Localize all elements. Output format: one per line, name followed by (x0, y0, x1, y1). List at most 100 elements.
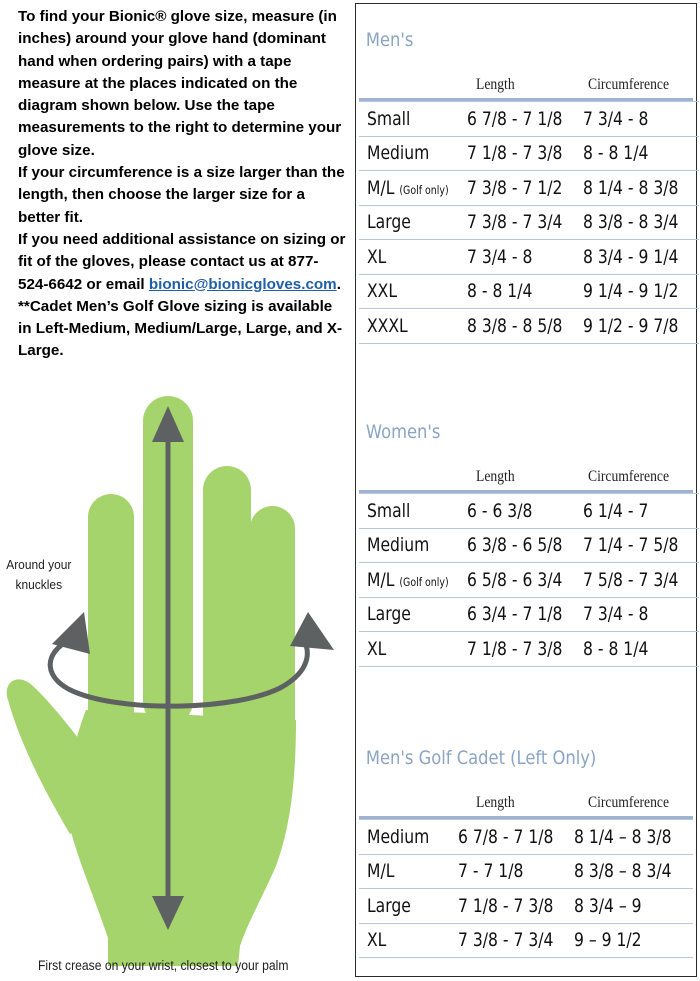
column-headers: Length Circumference (359, 772, 693, 819)
size-cell: M/L (Golf only) (367, 569, 449, 591)
size-cell: Small (367, 107, 411, 130)
length-cell: 6 5/8 - 6 3/4 (466, 568, 563, 591)
length-cell: 6 7/8 - 7 1/8 (466, 107, 563, 130)
size-cell: Large (367, 603, 411, 626)
contact-text: If you need additional assistance on siz… (18, 230, 346, 293)
circumference-arrow-icon (47, 637, 310, 709)
sizing-instructions: To find your Bionic® glove size, measure… (18, 6, 348, 363)
circumference-header: Circumference (588, 794, 670, 811)
mens-size-table: Small 6 7/8 - 7 1/8 7 3/4 - 8 Medium 7 1/8 … (359, 101, 700, 344)
table-row: XL 7 3/4 - 8 8 3/4 - 9 1/4 (359, 239, 700, 275)
mens-section: Men's Length Circumference Small 6 7/8 - … (359, 26, 700, 344)
length-arrow-icon (152, 406, 184, 930)
circumference-cell: 8 1/4 - 8 3/8 (582, 176, 679, 199)
section-title: Men's (365, 29, 414, 51)
table-row: Medium 6 7/8 - 7 1/8 8 1/4 – 8 3/8 (359, 819, 693, 855)
hand-illustration (6, 396, 334, 966)
size-cell: XL (367, 929, 387, 952)
circumference-cell: 8 3/8 – 8 3/4 (574, 860, 672, 883)
table-row: XXL 8 - 8 1/4 9 1/4 - 9 1/2 (359, 274, 700, 309)
circumference-cell: 7 5/8 - 7 3/4 (582, 568, 679, 591)
size-cell: Medium (367, 534, 430, 557)
size-cell: XL (367, 245, 387, 268)
circumference-header: Circumference (588, 76, 670, 93)
length-cell: 6 3/4 - 7 1/8 (466, 603, 563, 626)
circumference-cell: 8 1/4 – 8 3/8 (574, 825, 672, 848)
knuckles-label: Around your knuckles (6, 557, 72, 592)
table-row: XXXL 8 3/8 - 8 5/8 9 1/2 - 9 7/8 (359, 308, 700, 344)
right-arrowhead-icon (290, 612, 334, 650)
circumference-cell: 8 - 8 1/4 (582, 142, 649, 165)
left-arrowhead-icon (52, 612, 90, 654)
circumference-cell: 8 3/8 - 8 3/4 (582, 211, 679, 234)
size-cell: Large (367, 894, 411, 917)
circumference-cell: 8 3/4 – 9 (574, 894, 642, 917)
column-headers: Length Circumference (359, 54, 693, 101)
hand-diagram: Around your knuckles First crease on you… (0, 390, 350, 981)
table-row: M/L 7 - 7 1/8 8 3/8 – 8 3/4 (359, 854, 693, 889)
size-cell: M/L (Golf only) (367, 177, 449, 199)
circumference-cell: 8 3/4 - 9 1/4 (582, 245, 679, 268)
golf-cadet-section: Men's Golf Cadet (Left Only) Length Circ… (359, 744, 693, 958)
contact-period: . (336, 275, 341, 293)
length-cell: 8 3/8 - 8 5/8 (466, 314, 563, 337)
length-cell: 6 - 6 3/8 (466, 499, 532, 522)
circumference-cell: 7 3/4 - 8 (582, 603, 649, 626)
size-cell: XXXL (367, 314, 408, 337)
length-cell: 7 3/8 - 7 3/4 (466, 211, 563, 234)
table-row: M/L (Golf only) 7 3/8 - 7 1/2 8 1/4 - 8 3/… (359, 170, 700, 206)
section-title: Men's Golf Cadet (Left Only) (365, 747, 597, 769)
table-row: Medium 6 3/8 - 6 5/8 7 1/4 - 7 5/8 (359, 528, 700, 563)
table-row: Medium 7 1/8 - 7 3/8 8 - 8 1/4 (359, 136, 700, 171)
section-title: Women's (365, 421, 441, 443)
golf-cadet-size-table: Medium 6 7/8 - 7 1/8 8 1/4 – 8 3/8 M/L 7 - … (359, 819, 693, 958)
length-cell: 7 3/4 - 8 (466, 245, 532, 268)
length-cell: 7 3/8 - 7 1/2 (466, 176, 563, 199)
wrist-label: First crease on your wrist, closest to y… (38, 958, 289, 973)
length-cell: 7 - 7 1/8 (457, 860, 524, 883)
length-header: Length (476, 76, 515, 93)
contact-info: If you need additional assistance on siz… (18, 229, 348, 296)
table-row: Large 7 1/8 - 7 3/8 8 3/4 – 9 (359, 888, 693, 924)
table-row: Small 6 - 6 3/8 6 1/4 - 7 (359, 493, 700, 529)
golf-only-note: (Golf only) (399, 182, 449, 197)
size-cell: Medium (367, 142, 430, 165)
circumference-cell: 6 1/4 - 7 (582, 499, 649, 522)
circumference-cell: 9 1/4 - 9 1/2 (582, 280, 679, 303)
table-row: Small 6 7/8 - 7 1/8 7 3/4 - 8 (359, 101, 700, 137)
womens-section: Women's Length Circumference Small 6 - 6 … (359, 418, 700, 667)
circumference-cell: 7 1/4 - 7 5/8 (582, 534, 679, 557)
circumference-cell: 9 – 9 1/2 (574, 929, 642, 952)
table-row: Large 6 3/4 - 7 1/8 7 3/4 - 8 (359, 597, 700, 632)
measure-instructions: To find your Bionic® glove size, measure… (18, 8, 342, 159)
circumference-cell: 7 3/4 - 8 (582, 107, 649, 130)
table-row: M/L (Golf only) 6 5/8 - 6 3/4 7 5/8 - 7 3/… (359, 562, 700, 598)
table-row: XL 7 3/8 - 7 3/4 9 – 9 1/2 (359, 923, 693, 958)
size-cell: Large (367, 211, 411, 234)
womens-size-table: Small 6 - 6 3/8 6 1/4 - 7 Medium 6 3/8 - 6 … (359, 493, 700, 667)
email-link[interactable]: bionic@bionicgloves.com (148, 275, 337, 293)
length-cell: 7 1/8 - 7 3/8 (466, 142, 563, 165)
table-row: Large 7 3/8 - 7 3/4 8 3/8 - 8 3/4 (359, 205, 700, 240)
length-cell: 6 7/8 - 7 1/8 (457, 825, 554, 848)
length-cell: 7 1/8 - 7 3/8 (466, 637, 563, 660)
length-cell: 7 1/8 - 7 3/8 (457, 894, 554, 917)
size-chart: Men's Length Circumference Small 6 7/8 - … (355, 3, 700, 977)
size-cell: Small (367, 499, 411, 522)
golf-only-note: (Golf only) (399, 574, 449, 589)
circumference-header: Circumference (588, 468, 670, 485)
size-name: M/L (367, 176, 395, 199)
length-cell: 8 - 8 1/4 (466, 280, 532, 303)
table-row: XL 7 1/8 - 7 3/8 8 - 8 1/4 (359, 631, 700, 667)
size-cell: Medium (367, 825, 430, 848)
length-header: Length (476, 794, 515, 811)
hand-icon (6, 396, 296, 966)
column-headers: Length Circumference (359, 446, 693, 493)
cadet-note: **Cadet Men’s Golf Glove sizing is avail… (18, 297, 343, 360)
length-cell: 7 3/8 - 7 3/4 (457, 929, 554, 952)
circumference-cell: 9 1/2 - 9 7/8 (582, 314, 679, 337)
size-name: M/L (367, 568, 395, 591)
size-cell: XXL (367, 280, 398, 303)
circumference-cell: 8 - 8 1/4 (582, 637, 649, 660)
size-cell: M/L (367, 860, 395, 883)
